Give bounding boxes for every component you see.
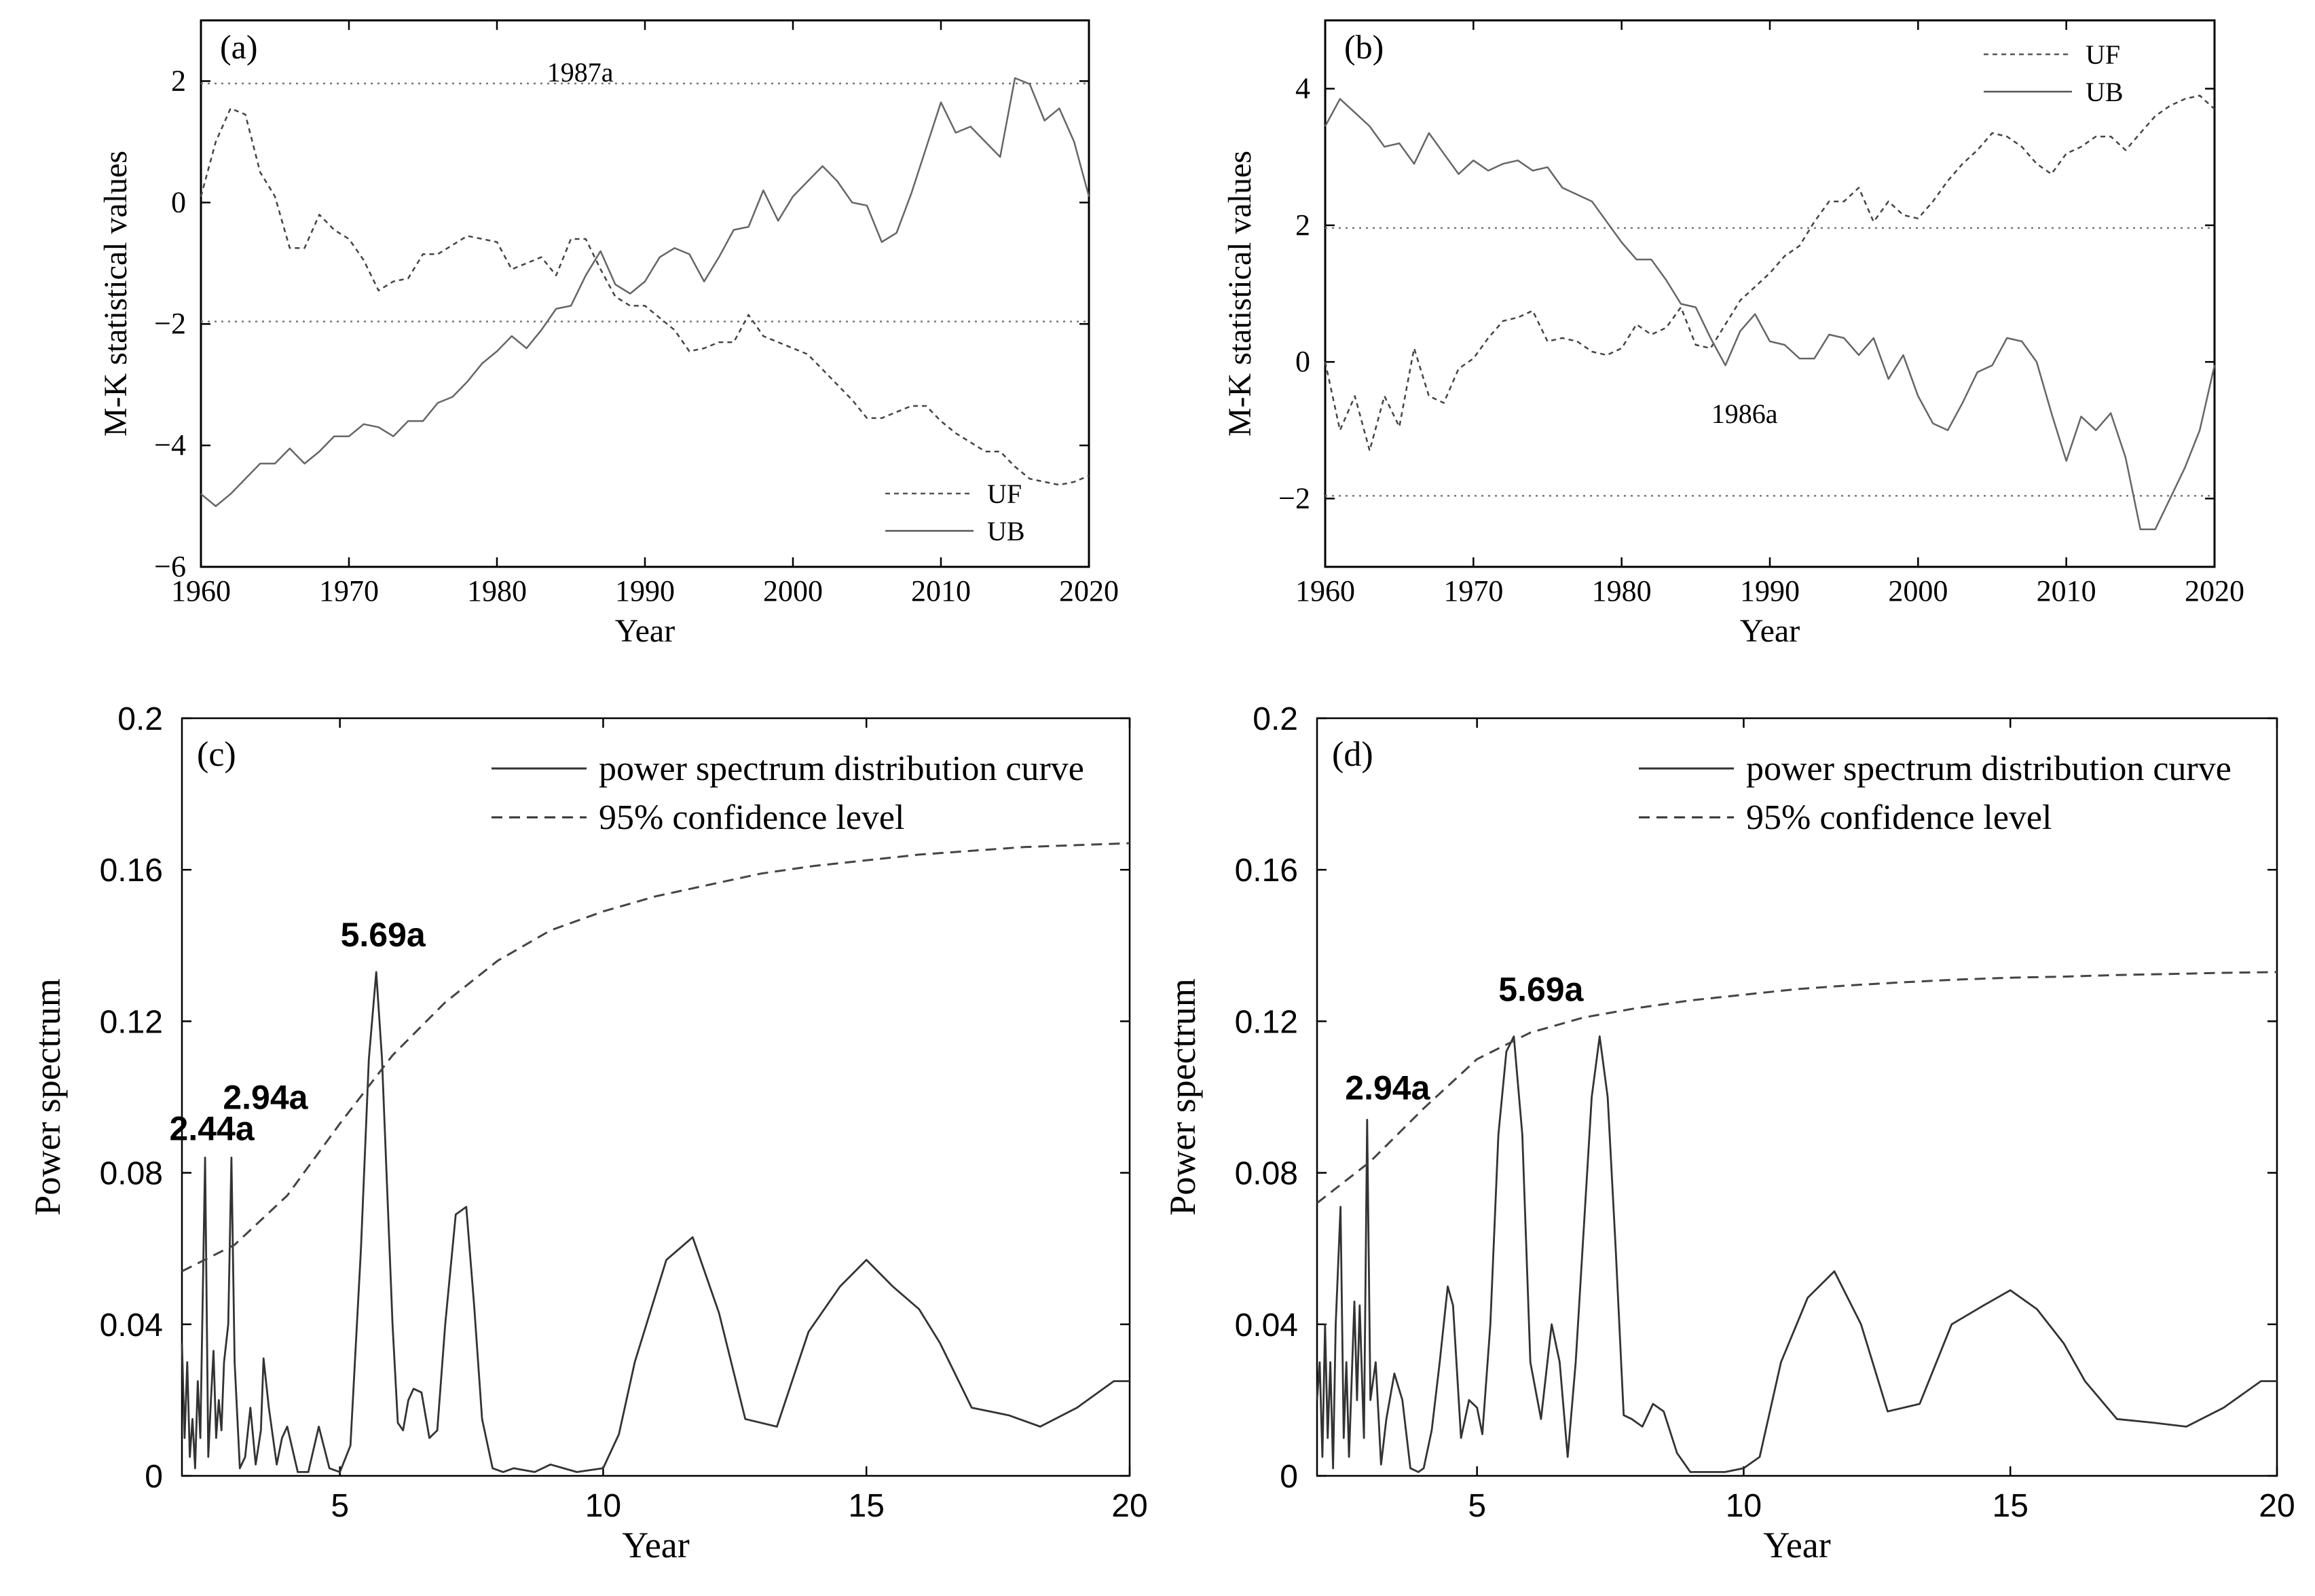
y-tick-label: 2 <box>171 64 186 97</box>
x-tick-label: 1980 <box>467 574 527 608</box>
x-tick-label: 15 <box>849 1488 885 1524</box>
x-tick-label: 1990 <box>1740 574 1800 608</box>
y-tick-label: −4 <box>154 428 186 462</box>
x-tick-label: 10 <box>585 1488 621 1524</box>
y-tick-label: −2 <box>154 307 186 340</box>
x-tick-label: 1970 <box>319 574 379 608</box>
panel-label: (b) <box>1344 28 1384 66</box>
y-tick-label: 0 <box>171 185 186 219</box>
y-tick-label: 0.16 <box>100 853 163 889</box>
series-line-solid <box>1324 98 2216 530</box>
series-line-solid <box>200 77 1090 507</box>
y-axis-label: Power spectrum <box>1162 978 1203 1215</box>
panel-label: (c) <box>197 735 236 774</box>
legend-label: UB <box>987 516 1025 546</box>
series-line-solid <box>1316 1035 2277 1473</box>
y-tick-label: −2 <box>1278 481 1310 515</box>
y-tick-label: −6 <box>154 550 186 583</box>
change-point-annotation: 1987a <box>547 57 614 88</box>
peak-annotation: 2.94a <box>1345 1069 1430 1107</box>
x-tick-label: 1980 <box>1592 574 1652 608</box>
plot-frame <box>200 19 1090 568</box>
x-tick-label: 5 <box>1468 1488 1486 1524</box>
panel-label: (d) <box>1332 735 1373 774</box>
x-tick-label: 2010 <box>911 574 971 608</box>
x-tick-label: 2020 <box>1059 574 1119 608</box>
y-axis-label: M-K statistical values <box>1222 151 1258 437</box>
x-tick-label: 2000 <box>1888 574 1948 608</box>
change-point-annotation: 1986a <box>1711 398 1778 429</box>
y-tick-label: 2 <box>1295 208 1310 242</box>
chart-panel-c: 5 10 15 20 0 0.04 0.08 0.12 0.16 0.2 Year Power spe… <box>27 701 1148 1565</box>
x-tick-label: 15 <box>1993 1488 2029 1524</box>
plot-frame <box>1316 717 2278 1477</box>
y-tick-label: 4 <box>1295 72 1310 105</box>
x-tick-label: 5 <box>331 1488 349 1524</box>
x-tick-label: 2000 <box>763 574 823 608</box>
x-axis-label: Year <box>1740 613 1800 649</box>
x-axis-label: Year <box>622 1525 690 1565</box>
x-tick-label: 20 <box>2259 1488 2295 1524</box>
y-tick-label: 0.12 <box>100 1004 163 1040</box>
y-tick-label: 0.2 <box>1253 701 1298 737</box>
series-line-dashed <box>1316 971 2278 1204</box>
x-axis-label: Year <box>1763 1525 1831 1565</box>
x-tick-label: 1960 <box>1295 574 1355 608</box>
legend-label: 95% confidence level <box>599 798 904 837</box>
x-tick-label: 1960 <box>171 574 231 608</box>
peak-annotation: 2.94a <box>223 1078 308 1116</box>
series-line-dashed <box>1324 94 2215 452</box>
x-tick-label: 2020 <box>2185 574 2244 608</box>
series-line-solid <box>181 971 1130 1473</box>
chart-panel-b: 1960 1970 1980 1990 2000 2010 2020 −2 0 2 4 Year M-K… <box>1222 19 2244 649</box>
chart-panel-d: 5 10 15 20 0 0.04 0.08 0.12 0.16 0.2 Year Power spe… <box>1162 701 2295 1565</box>
y-tick-label: 0 <box>1295 345 1310 378</box>
x-axis-label: Year <box>615 613 675 649</box>
chart-panel-a: 1960 1970 1980 1990 2000 2010 2020 −6 −4 −2 0 2 Year… <box>98 19 1119 649</box>
legend-label: UB <box>2086 77 2124 107</box>
legend-label: UF <box>2086 39 2120 70</box>
peak-annotation: 5.69a <box>341 916 426 954</box>
legend-label: 95% confidence level <box>1746 798 2052 837</box>
series-line-dashed <box>200 107 1090 486</box>
y-axis-label: Power spectrum <box>27 978 68 1215</box>
y-tick-label: 0 <box>1280 1459 1298 1495</box>
x-tick-label: 2010 <box>2037 574 2096 608</box>
plot-frame <box>1324 19 2216 568</box>
x-tick-label: 1970 <box>1443 574 1503 608</box>
y-tick-label: 0.08 <box>1235 1156 1298 1192</box>
plot-frame <box>181 717 1131 1477</box>
x-tick-label: 20 <box>1111 1488 1147 1524</box>
y-tick-label: 0.16 <box>1235 853 1298 889</box>
y-tick-label: 0.04 <box>100 1307 163 1343</box>
x-tick-label: 1990 <box>615 574 675 608</box>
y-tick-label: 0.12 <box>1235 1004 1298 1040</box>
y-tick-label: 0.08 <box>100 1156 163 1192</box>
legend-label: power spectrum distribution curve <box>599 749 1084 788</box>
x-tick-label: 10 <box>1726 1488 1762 1524</box>
y-tick-label: 0 <box>145 1459 163 1495</box>
panel-label: (a) <box>220 28 258 66</box>
y-tick-label: 0.2 <box>117 701 163 737</box>
series-line-dashed <box>181 842 1130 1273</box>
y-tick-label: 0.04 <box>1235 1307 1298 1343</box>
peak-annotation: 5.69a <box>1498 971 1584 1009</box>
peak-annotation: 2.44a <box>170 1109 255 1147</box>
y-axis-label: M-K statistical values <box>98 151 134 437</box>
legend-label: power spectrum distribution curve <box>1746 749 2231 788</box>
legend-label: UF <box>987 479 1022 509</box>
